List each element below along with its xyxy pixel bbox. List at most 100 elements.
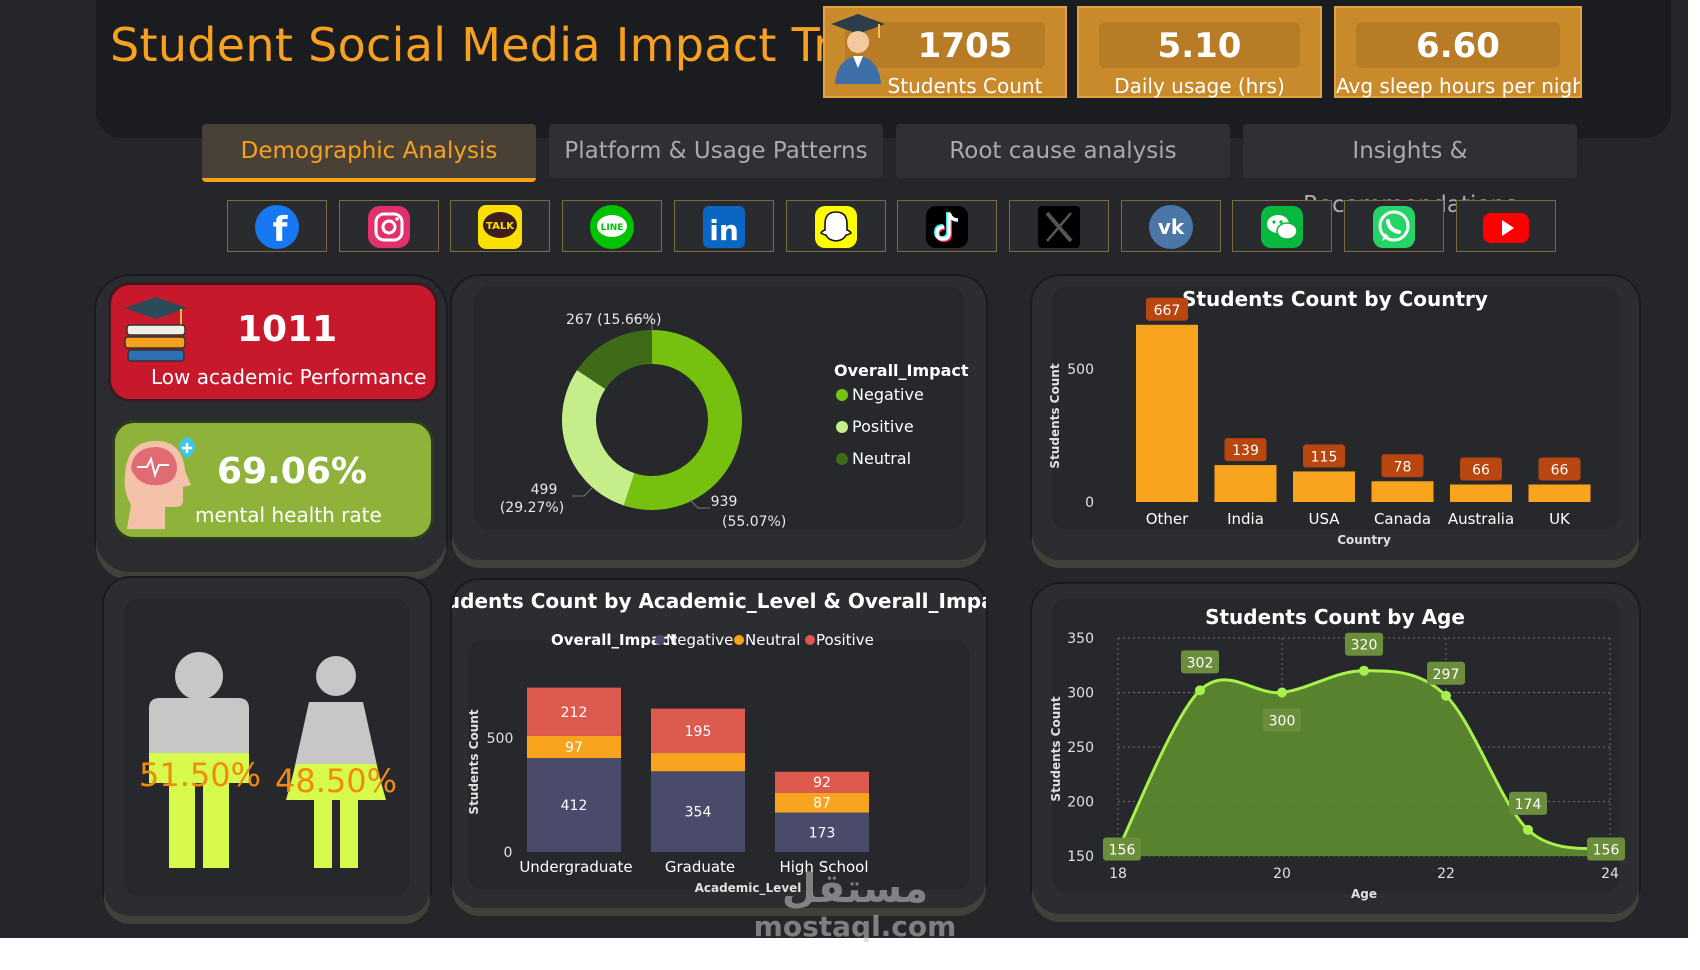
donut-legend-title: Overall_Impact xyxy=(834,361,969,380)
country-bar-usa[interactable] xyxy=(1293,471,1355,502)
donut-label-positive-value: 499 xyxy=(531,482,558,498)
platform-button-line[interactable]: LINE xyxy=(562,200,663,252)
mental-health-value: 69.06% xyxy=(217,451,367,492)
age-point-19[interactable] xyxy=(1195,685,1205,696)
tab-platform-usage-patterns[interactable]: Platform & Usage Patterns xyxy=(549,124,883,178)
academic-bar-graduate-neutral[interactable] xyxy=(651,753,745,772)
academic-bar-undergraduate-neutral[interactable] xyxy=(527,735,621,759)
academic-bar-undergraduate-positive[interactable] xyxy=(527,687,621,736)
age-point-22[interactable] xyxy=(1441,690,1451,701)
age-label-bg-23 xyxy=(1509,791,1547,815)
female-figure-icon xyxy=(286,656,386,868)
age-chart-title: Students Count by Age xyxy=(1205,605,1465,629)
platform-button-whatsapp[interactable] xyxy=(1344,200,1444,252)
academic-value-high-school-neutral: 87 xyxy=(813,796,831,812)
x-icon xyxy=(1037,206,1080,248)
watermark-latin: mostaql.com xyxy=(753,910,957,943)
kpi-daily-usage-label: Daily usage (hrs) xyxy=(1114,74,1285,98)
age-xtick-20: 20 xyxy=(1273,866,1291,882)
tab-demographic-analysis[interactable]: Demographic Analysis xyxy=(202,124,536,182)
country-value-canada: 78 xyxy=(1394,459,1412,475)
academic-bar-undergraduate-negative[interactable] xyxy=(527,758,621,852)
vk-icon: vk xyxy=(1148,205,1193,249)
donut-legend-negative[interactable]: Negative xyxy=(852,385,924,404)
donut-label-negative-pct: (55.07%) xyxy=(722,514,786,530)
donut-legend-neutral[interactable]: Neutral xyxy=(852,449,911,468)
leader-negative xyxy=(689,499,710,509)
donut-label-negative-value: 939 xyxy=(711,494,738,510)
academic-level-stacked-bar-chart: Students Count by Academic_Level & Overa… xyxy=(452,589,986,896)
platform-button-wechat[interactable] xyxy=(1232,200,1333,252)
low-academic-label: Low academic Performance xyxy=(151,365,427,389)
page-title: Student Social Media Impact Tracker xyxy=(110,18,960,72)
watermark-arabic: مستقل xyxy=(781,866,929,912)
country-bar-canada[interactable] xyxy=(1371,481,1434,502)
academic-ytick-0: 0 xyxy=(504,845,513,861)
academic-bar-high-school-neutral[interactable] xyxy=(775,792,869,813)
age-point-23[interactable] xyxy=(1523,824,1533,835)
country-value-uk: 66 xyxy=(1551,462,1569,478)
country-bar-chart: Students Count by Country Students Count C… xyxy=(1048,287,1591,547)
donut-legend-positive[interactable]: Positive xyxy=(852,417,914,436)
age-ytick-150: 150 xyxy=(1067,849,1094,865)
platform-button-x[interactable] xyxy=(1008,200,1109,252)
age-value-21: 320 xyxy=(1351,638,1378,654)
academic-bar-high-school-positive[interactable] xyxy=(775,771,869,793)
age-chart-ylabel: Students Count xyxy=(1049,696,1063,801)
academic-chart-xlabel: Academic_Level xyxy=(695,881,802,896)
platform-button-vk[interactable]: vk xyxy=(1120,200,1221,252)
academic-tick-undergraduate: Undergraduate xyxy=(519,858,632,876)
age-point-21[interactable] xyxy=(1359,665,1369,676)
platform-button-snapchat[interactable] xyxy=(785,200,886,252)
age-value-23: 174 xyxy=(1515,797,1542,813)
platform-button-tiktok[interactable] xyxy=(897,200,998,252)
country-bar-other[interactable] xyxy=(1136,324,1198,502)
kpi-students-count: 1705 Students Count xyxy=(823,6,1067,98)
country-panel xyxy=(1032,276,1639,560)
country-bar-australia[interactable] xyxy=(1450,484,1512,502)
whatsapp-icon xyxy=(1373,206,1415,248)
academic-bar-high-school-negative[interactable] xyxy=(775,812,869,852)
tab-root-cause-analysis[interactable]: Root cause analysis xyxy=(896,124,1230,178)
academic-legend-negative[interactable]: Negative xyxy=(666,631,733,649)
academic-chart-title: Students Count by Academic_Level & Overa… xyxy=(452,589,986,613)
academic-value-high-school-positive: 92 xyxy=(813,775,831,791)
academic-bar-graduate-negative[interactable] xyxy=(651,771,745,852)
platform-button-kakaotalk[interactable]: TALK xyxy=(450,200,551,252)
academic-legend: Overall_Impact xyxy=(551,631,677,649)
country-tick-india: India xyxy=(1227,510,1264,528)
mental-health-card: 69.06% mental health rate xyxy=(112,420,434,540)
country-label-bg-australia xyxy=(1460,457,1502,481)
platform-button-facebook[interactable]: f xyxy=(227,200,327,252)
platform-button-instagram[interactable] xyxy=(338,200,439,252)
age-point-20[interactable] xyxy=(1277,687,1287,698)
academic-legend-neutral[interactable]: Neutral xyxy=(745,631,800,649)
country-value-other: 667 xyxy=(1154,303,1181,319)
donut-slice-neutral[interactable] xyxy=(577,330,652,389)
academic-legend-positive[interactable]: Positive xyxy=(816,631,874,649)
tab-insights-recommendations[interactable]: Insights & Recommendations xyxy=(1243,124,1577,218)
line-icon: LINE xyxy=(590,205,635,249)
youtube-icon xyxy=(1482,213,1529,243)
kpi-students-count-label: Students Count xyxy=(887,74,1043,98)
country-bar-india[interactable] xyxy=(1214,465,1277,502)
country-tick-canada: Canada xyxy=(1374,510,1431,528)
age-xtick-24: 24 xyxy=(1601,866,1619,882)
academic-value-undergraduate-negative: 412 xyxy=(561,798,588,814)
country-value-india: 139 xyxy=(1232,443,1259,459)
platform-button-youtube[interactable] xyxy=(1455,200,1556,252)
svg-text:f: f xyxy=(273,210,289,250)
country-bar-uk[interactable] xyxy=(1528,484,1591,502)
kpi-daily-usage: 5.10 Daily usage (hrs) xyxy=(1077,6,1322,98)
donut-slice-negative[interactable] xyxy=(623,330,742,510)
age-label-bg-24 xyxy=(1587,837,1625,861)
donut-slice-positive[interactable] xyxy=(562,370,635,506)
country-ytick-500: 500 xyxy=(1067,362,1094,378)
academic-bar-graduate-positive[interactable] xyxy=(651,708,745,754)
academic-legend-title: Overall_Impact xyxy=(551,631,677,649)
country-tick-uk: UK xyxy=(1549,510,1571,528)
age-xtick-18: 18 xyxy=(1109,866,1127,882)
platform-button-linkedin[interactable]: in xyxy=(673,200,774,252)
academic-value-graduate-negative: 354 xyxy=(685,805,712,821)
svg-text:TALK: TALK xyxy=(486,221,515,232)
